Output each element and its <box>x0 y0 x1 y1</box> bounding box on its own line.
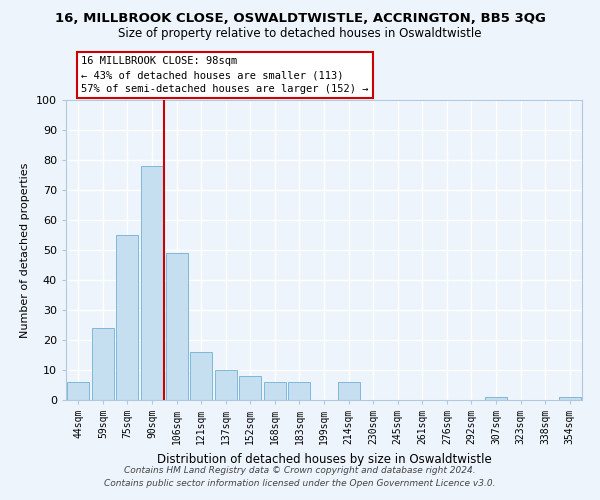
Bar <box>166 253 188 400</box>
Bar <box>289 382 310 400</box>
X-axis label: Distribution of detached houses by size in Oswaldtwistle: Distribution of detached houses by size … <box>157 452 491 466</box>
Bar <box>92 328 114 400</box>
Text: Contains HM Land Registry data © Crown copyright and database right 2024.
Contai: Contains HM Land Registry data © Crown c… <box>104 466 496 487</box>
Text: 16 MILLBROOK CLOSE: 98sqm
← 43% of detached houses are smaller (113)
57% of semi: 16 MILLBROOK CLOSE: 98sqm ← 43% of detac… <box>82 56 369 94</box>
Bar <box>338 382 359 400</box>
Bar <box>559 397 581 400</box>
Bar <box>239 376 262 400</box>
Bar <box>141 166 163 400</box>
Text: Size of property relative to detached houses in Oswaldtwistle: Size of property relative to detached ho… <box>118 28 482 40</box>
Text: 16, MILLBROOK CLOSE, OSWALDTWISTLE, ACCRINGTON, BB5 3QG: 16, MILLBROOK CLOSE, OSWALDTWISTLE, ACCR… <box>55 12 545 26</box>
Bar <box>215 370 237 400</box>
Bar <box>67 382 89 400</box>
Bar <box>190 352 212 400</box>
Bar <box>116 235 139 400</box>
Y-axis label: Number of detached properties: Number of detached properties <box>20 162 31 338</box>
Bar <box>485 397 507 400</box>
Bar <box>264 382 286 400</box>
